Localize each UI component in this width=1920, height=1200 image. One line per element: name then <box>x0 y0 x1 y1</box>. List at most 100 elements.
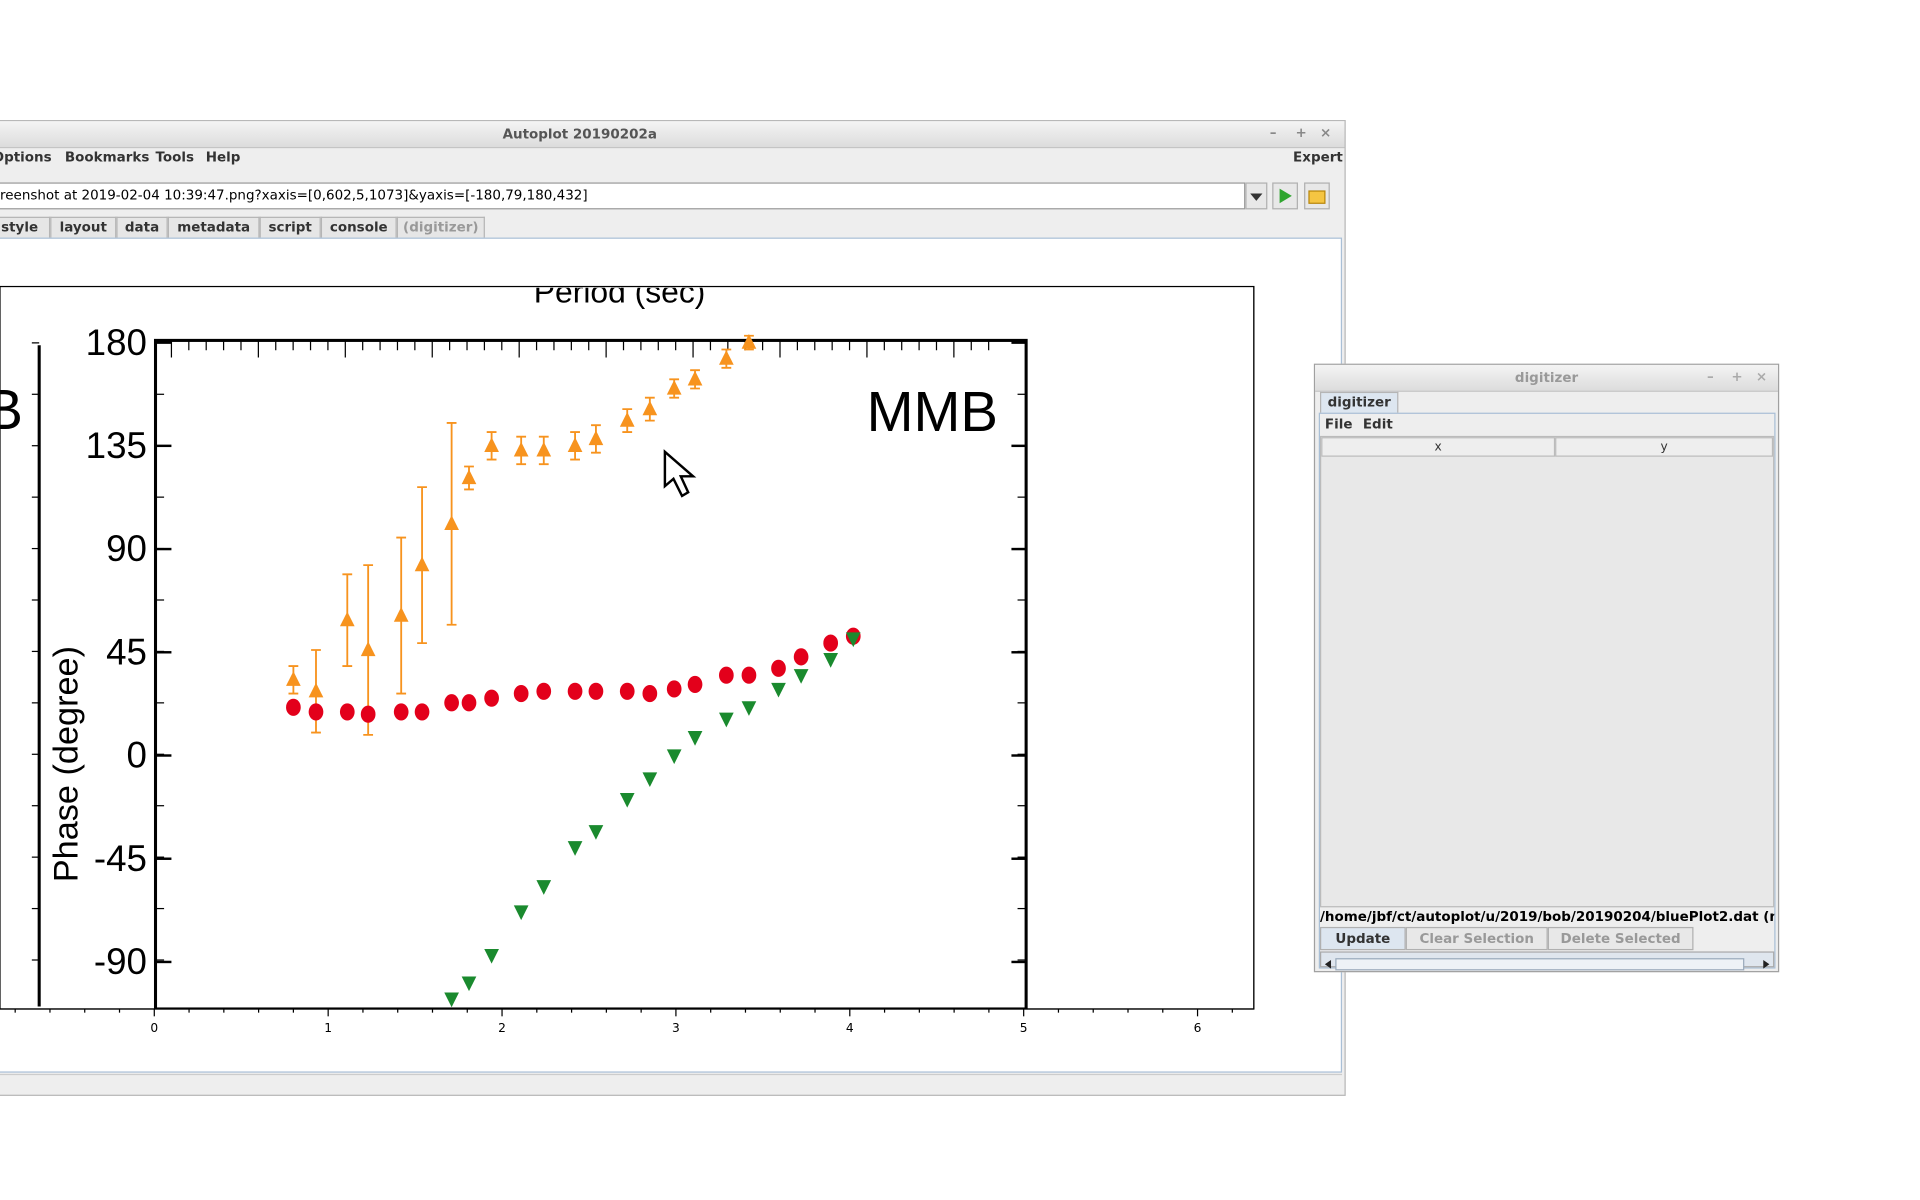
point <box>567 437 583 452</box>
point <box>461 694 477 712</box>
image-y-tick-label: 135 <box>86 425 147 466</box>
url-field[interactable]: reenshot at 2019-02-04 10:39:47.png?xaxi… <box>0 182 1246 210</box>
menu-item[interactable]: Edit <box>1362 416 1393 433</box>
mouse-cursor <box>663 449 697 498</box>
dropdown-arrow <box>1250 193 1263 201</box>
close-button[interactable]: × <box>1320 124 1332 141</box>
point <box>414 703 430 721</box>
point <box>793 648 809 666</box>
horizontal-scrollbar[interactable] <box>1320 951 1775 971</box>
browse-button[interactable] <box>1304 182 1330 210</box>
menu-item[interactable]: Bookmarks <box>64 149 150 166</box>
point <box>741 334 757 349</box>
go-button[interactable] <box>1272 182 1298 210</box>
file-path: /home/jbf/ct/autoplot/u/2019/bob/2019020… <box>1320 908 1774 925</box>
column-header[interactable]: y <box>1555 437 1774 457</box>
point <box>741 701 757 716</box>
point <box>642 400 658 416</box>
button[interactable]: Update <box>1320 926 1406 951</box>
image-axes-frame <box>153 338 1028 1009</box>
url-dropdown[interactable] <box>1245 182 1268 210</box>
x-tick-label: 4 <box>846 1021 854 1035</box>
menu-item[interactable]: Tools <box>155 149 195 166</box>
tab[interactable]: layout <box>50 216 117 238</box>
point <box>619 412 635 427</box>
plot-image: Period (sec) B MMB Phase (degree) 180 135… <box>0 273 1028 1009</box>
tab[interactable]: metadata <box>167 216 260 238</box>
point <box>393 607 409 622</box>
tab[interactable]: console <box>320 216 397 238</box>
point <box>687 675 703 693</box>
image-y-tick-label: -90 <box>94 941 147 982</box>
digitizer-close[interactable]: × <box>1755 368 1768 385</box>
point <box>484 689 499 707</box>
point <box>461 469 477 485</box>
x-tick-label: 2 <box>498 1021 506 1035</box>
digitizer-minimize[interactable]: – <box>1706 368 1714 385</box>
minimize-button[interactable]: – <box>1269 124 1277 141</box>
point <box>619 682 635 700</box>
point <box>536 682 552 700</box>
menu-item[interactable]: File <box>1324 416 1353 433</box>
point <box>718 666 734 684</box>
point <box>823 634 839 652</box>
x-tick-label: 0 <box>150 1021 158 1035</box>
digitizer-tab[interactable]: digitizer <box>1320 391 1399 413</box>
url-text: reenshot at 2019-02-04 10:39:47.png?xaxi… <box>0 187 588 204</box>
point <box>588 430 604 446</box>
tab-strip: style layout data metadata script console (dig… <box>0 216 1344 238</box>
point <box>286 698 301 716</box>
point <box>360 705 376 723</box>
expert-menu[interactable]: Expert <box>1293 149 1343 166</box>
point <box>461 976 477 992</box>
status-bar <box>0 1073 1343 1096</box>
panel-label: MMB <box>867 380 998 443</box>
point <box>444 992 459 1008</box>
point <box>845 632 861 648</box>
column-header[interactable]: x <box>1321 437 1556 457</box>
point <box>687 731 703 746</box>
point <box>484 437 499 452</box>
digitizer-title-bar: digitizer – + × <box>1315 364 1778 392</box>
point <box>718 712 734 728</box>
point <box>513 905 529 921</box>
digitizer-title: digitizer <box>1514 369 1579 386</box>
image-title: Period (sec) <box>534 273 706 309</box>
point <box>536 441 552 457</box>
button[interactable]: Delete Selected <box>1547 926 1694 951</box>
point <box>414 556 430 572</box>
tab[interactable]: script <box>259 216 321 238</box>
image-y-tick-label: 90 <box>106 528 147 569</box>
x-tick-label: 6 <box>1194 1021 1202 1035</box>
digitizer-maximize[interactable]: + <box>1731 368 1743 385</box>
point <box>666 749 682 765</box>
point <box>567 841 583 856</box>
point <box>444 694 459 712</box>
point <box>513 685 529 703</box>
tab[interactable]: data <box>116 216 168 238</box>
image-y-tick-label: -45 <box>94 838 147 879</box>
point <box>513 441 529 457</box>
digitizer-menu: File Edit <box>1320 414 1773 435</box>
point <box>741 666 757 684</box>
button[interactable]: Clear Selection <box>1405 926 1548 951</box>
tab[interactable]: (digitizer) <box>396 216 485 238</box>
menu-item[interactable]: Options <box>0 149 52 166</box>
x-tick-label: 3 <box>672 1021 680 1035</box>
maximize-button[interactable]: + <box>1295 124 1307 141</box>
point <box>666 379 682 395</box>
x-tick-label: 1 <box>324 1021 332 1035</box>
point <box>771 659 786 677</box>
point <box>339 703 355 721</box>
point <box>536 880 552 895</box>
menu-item[interactable]: Help <box>205 149 241 166</box>
point <box>308 703 324 721</box>
title-bar: Autoplot 20190202a – + × <box>0 121 1345 149</box>
point <box>360 641 376 657</box>
tab[interactable]: style <box>0 216 51 238</box>
point <box>484 948 499 964</box>
